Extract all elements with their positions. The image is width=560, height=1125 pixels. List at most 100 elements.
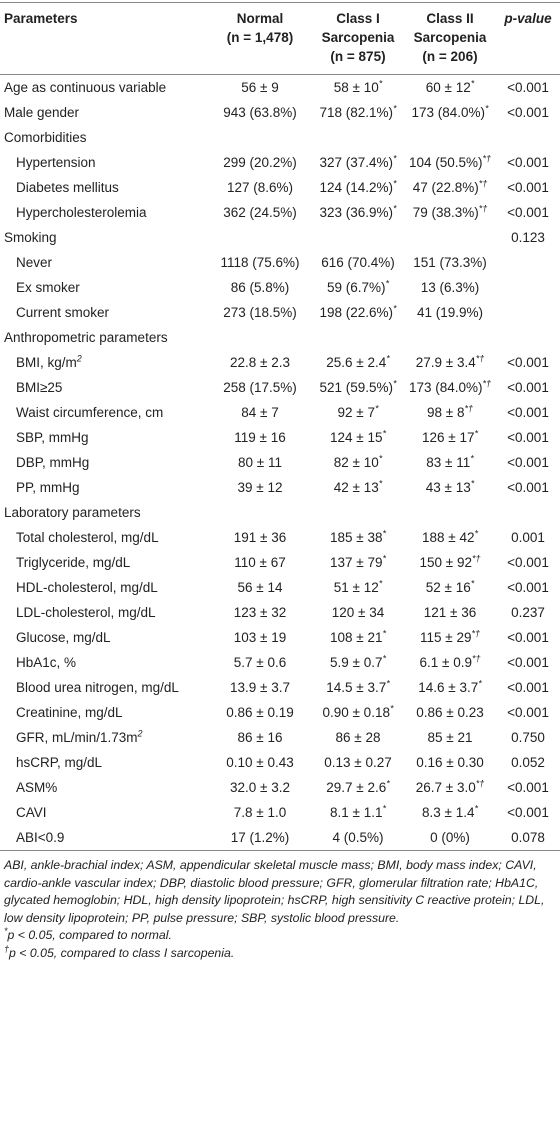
header-line: (n = 206) <box>422 49 478 64</box>
p-cell <box>496 275 560 300</box>
p-cell: <0.001 <box>496 400 560 425</box>
cell-text: 56 ± 14 <box>237 580 283 595</box>
label-text: PP, mmHg <box>16 480 80 495</box>
cell <box>208 225 312 250</box>
cell: 29.7 ± 2.6* <box>312 775 404 800</box>
cell-text: 173 (84.0%) <box>411 105 486 120</box>
p-value: 0.001 <box>511 530 545 545</box>
row-label: Hypercholesterolemia <box>0 200 208 225</box>
row-label: Hypertension <box>0 150 208 175</box>
row-label: Total cholesterol, mg/dL <box>0 525 208 550</box>
cell-text: 110 ± 67 <box>234 555 286 570</box>
cell: 86 ± 16 <box>208 725 312 750</box>
cell: 5.7 ± 0.6 <box>208 650 312 675</box>
cell: 58 ± 10* <box>312 75 404 101</box>
table-row: Anthropometric parameters <box>0 325 560 350</box>
p-cell: <0.001 <box>496 450 560 475</box>
superscript: * <box>385 278 390 289</box>
cell-text: 41 (19.9%) <box>416 305 484 320</box>
superscript: * <box>393 378 397 389</box>
p-cell: <0.001 <box>496 700 560 725</box>
cell: 0.10 ± 0.43 <box>208 750 312 775</box>
row-label: PP, mmHg <box>0 475 208 500</box>
p-cell: <0.001 <box>496 200 560 225</box>
cell: 13.9 ± 3.7 <box>208 675 312 700</box>
label-text: DBP, mmHg <box>16 455 90 470</box>
cell: 1118 (75.6%) <box>208 250 312 275</box>
cell: 5.9 ± 0.7* <box>312 650 404 675</box>
cell-text: 115 ± 29 <box>420 630 472 645</box>
cell <box>208 125 312 150</box>
cell-text: 8.1 ± 1.1 <box>330 805 383 820</box>
table-row: GFR, mL/min/1.73m2 86 ± 16 86 ± 28 85 ± 21 0… <box>0 725 560 750</box>
cell: 85 ± 21 <box>404 725 496 750</box>
row-label: LDL-cholesterol, mg/dL <box>0 600 208 625</box>
cell-text: 119 ± 16 <box>234 430 286 445</box>
cell <box>208 500 312 525</box>
header-line: Sarcopenia <box>413 30 487 45</box>
table-row: Ex smoker 86 (5.8%) 59 (6.7%)* 13 (6.3%) <box>0 275 560 300</box>
cell: 198 (22.6%)* <box>312 300 404 325</box>
label-text: Age as continuous variable <box>4 80 167 95</box>
cell-text: 58 ± 10 <box>333 80 379 95</box>
cell-text: 26.7 ± 3.0 <box>415 780 476 795</box>
table-row: Comorbidities <box>0 125 560 150</box>
p-cell <box>496 250 560 275</box>
table-row: LDL-cholesterol, mg/dL 123 ± 32 120 ± 34 12… <box>0 600 560 625</box>
cell-text: 14.6 ± 3.7 <box>418 680 479 695</box>
table-row: Triglyceride, mg/dL 110 ± 67 137 ± 79* 150 … <box>0 550 560 575</box>
p-cell: <0.001 <box>496 625 560 650</box>
p-value: <0.001 <box>507 155 549 170</box>
p-value: 0.052 <box>511 755 545 770</box>
cell: 39 ± 12 <box>208 475 312 500</box>
superscript: * <box>382 428 386 439</box>
table-body: Age as continuous variable 56 ± 9 58 ± 10*… <box>0 75 560 851</box>
table-row: Creatinine, mg/dL 0.86 ± 0.19 0.90 ± 0.18*… <box>0 700 560 725</box>
superscript: * <box>474 428 478 439</box>
cell: 104 (50.5%)*† <box>404 150 496 175</box>
table-row: Hypercholesterolemia 362 (24.5%) 323 (36.9… <box>0 200 560 225</box>
label-text: Male gender <box>4 105 80 120</box>
cell-text: 14.5 ± 3.7 <box>326 680 387 695</box>
row-label: Waist circumference, cm <box>0 400 208 425</box>
p-value: <0.001 <box>507 480 549 495</box>
cell: 59 (6.7%)* <box>312 275 404 300</box>
p-cell <box>496 500 560 525</box>
cell-text: 84 ± 7 <box>241 405 279 420</box>
cell: 188 ± 42* <box>404 525 496 550</box>
cell <box>312 125 404 150</box>
p-cell: <0.001 <box>496 775 560 800</box>
row-label: HbA1c, % <box>0 650 208 675</box>
table-row: hsCRP, mg/dL 0.10 ± 0.43 0.13 ± 0.27 0.16 ±… <box>0 750 560 775</box>
superscript: * <box>378 453 383 464</box>
p-value: <0.001 <box>507 105 549 120</box>
cell: 521 (59.5%)* <box>312 375 404 400</box>
table-row: BMI, kg/m2 22.8 ± 2.3 25.6 ± 2.4* 27.9 ± 3.… <box>0 350 560 375</box>
p-value: <0.001 <box>507 205 549 220</box>
label-text: Anthropometric parameters <box>4 330 168 345</box>
p-cell: <0.001 <box>496 575 560 600</box>
cell-text: 29.7 ± 2.6 <box>326 780 387 795</box>
superscript: * <box>382 653 386 664</box>
superscript: * <box>382 553 386 564</box>
cell-text: 185 ± 38 <box>330 530 383 545</box>
cell: 7.8 ± 1.0 <box>208 800 312 825</box>
cell <box>404 125 496 150</box>
label-text: Hypertension <box>16 155 96 170</box>
table: Parameters Normal (n = 1,478) Class I Sarcop… <box>0 2 560 851</box>
table-row: Never 1118 (75.6%) 616 (70.4%) 151 (73.3%) <box>0 250 560 275</box>
table-row: ASM% 32.0 ± 3.2 29.7 ± 2.6* 26.7 ± 3.0*† <0.… <box>0 775 560 800</box>
table-row: HDL-cholesterol, mg/dL 56 ± 14 51 ± 12* 52 … <box>0 575 560 600</box>
cell-text: 362 (24.5%) <box>223 205 297 220</box>
label-text: Never <box>16 255 53 270</box>
cell: 362 (24.5%) <box>208 200 312 225</box>
label-text: Blood urea nitrogen, mg/dL <box>16 680 179 695</box>
p-value: <0.001 <box>507 805 549 820</box>
row-label: Creatinine, mg/dL <box>0 700 208 725</box>
cell: 27.9 ± 3.4*† <box>404 350 496 375</box>
header-line: Normal <box>236 11 284 26</box>
superscript: * <box>382 803 386 814</box>
cell-text: 299 (20.2%) <box>223 155 297 170</box>
cell: 258 (17.5%) <box>208 375 312 400</box>
